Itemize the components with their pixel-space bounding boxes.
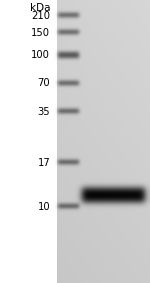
Text: 150: 150 xyxy=(31,27,50,38)
Text: 100: 100 xyxy=(31,50,50,60)
Text: 35: 35 xyxy=(38,107,50,117)
Text: 17: 17 xyxy=(38,158,50,168)
Text: kDa: kDa xyxy=(30,3,50,14)
Text: 70: 70 xyxy=(38,78,50,89)
Text: 10: 10 xyxy=(38,201,50,212)
Text: 210: 210 xyxy=(31,10,50,21)
